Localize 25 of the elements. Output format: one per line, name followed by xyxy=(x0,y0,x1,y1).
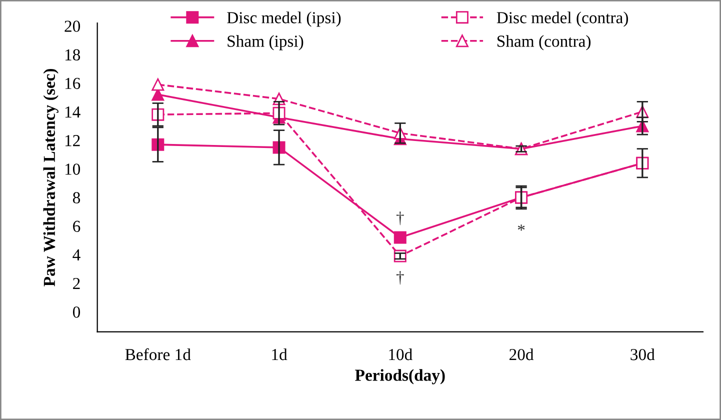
y-tick-label: 4 xyxy=(72,249,80,260)
y-tick-label: 0 xyxy=(72,306,80,318)
y-tick-label: 12 xyxy=(65,135,80,146)
x-tick-label: 30d xyxy=(630,348,655,360)
annotation: † xyxy=(396,271,404,285)
x-tick-label: 1d xyxy=(272,348,288,360)
y-tick-label: 18 xyxy=(65,49,80,60)
x-tick-label: Before 1d xyxy=(125,348,191,360)
x-axis-title: Periods(day) xyxy=(355,369,445,384)
x-tick-label: 10d xyxy=(389,348,412,360)
annotation: * xyxy=(518,224,525,231)
legend-label: Sham (contra) xyxy=(497,35,591,50)
legend-label: Disc medel (contra) xyxy=(496,12,628,27)
y-tick-label: 16 xyxy=(65,78,80,90)
y-tick-label: 14 xyxy=(65,106,80,118)
y-tick-label: 8 xyxy=(72,192,80,204)
x-tick-label: 20d xyxy=(510,348,534,360)
y-tick-label: 20 xyxy=(64,20,80,32)
annotation: † xyxy=(396,212,404,226)
y-tick-label: 6 xyxy=(73,220,80,232)
legend-label: Sham (ipsi) xyxy=(228,35,304,50)
y-tick-label: 10 xyxy=(65,164,80,175)
y-axis-title: Paw Withdrawal Latency (sec) xyxy=(43,69,58,286)
y-tick-label: 2 xyxy=(73,278,80,289)
legend-label: Disc medel (ipsi) xyxy=(227,12,341,27)
